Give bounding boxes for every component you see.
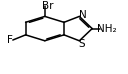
Text: F: F — [7, 35, 13, 45]
Text: S: S — [79, 39, 85, 49]
Text: NH₂: NH₂ — [97, 24, 117, 34]
Text: N: N — [79, 10, 87, 20]
Text: Br: Br — [42, 1, 54, 11]
